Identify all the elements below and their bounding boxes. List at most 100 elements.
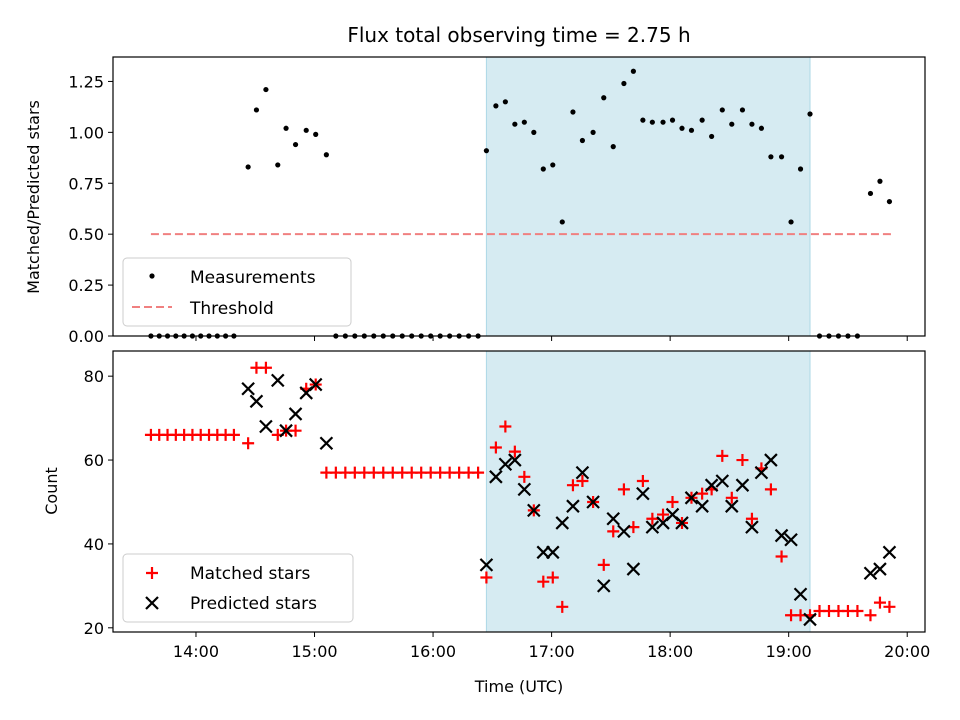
top-y-tick-label: 0.50 xyxy=(68,225,104,244)
legend-measurement-marker xyxy=(149,273,155,279)
measurement-point xyxy=(550,162,556,168)
measurement-point xyxy=(323,152,329,158)
x-tick-label: 18:00 xyxy=(647,642,693,661)
predicted-star-point xyxy=(645,520,660,534)
measurement-point xyxy=(640,117,646,123)
x-tick-label: 17:00 xyxy=(529,642,575,661)
matched-star-point xyxy=(289,424,302,437)
bottom-y-tick-label: 60 xyxy=(84,451,104,470)
measurement-point xyxy=(590,129,596,135)
predicted-star-point xyxy=(259,419,273,434)
measurement-point xyxy=(807,111,813,117)
predicted-star-point xyxy=(745,520,759,534)
predicted-star-point xyxy=(725,499,739,513)
predicted-star-point xyxy=(873,562,887,576)
legend-threshold-label: Threshold xyxy=(189,299,274,319)
x-tick-label: 20:00 xyxy=(884,642,930,661)
predicted-star-point xyxy=(319,436,334,451)
top-y-tick-label: 0.00 xyxy=(68,327,104,346)
predicted-star-point xyxy=(586,495,600,509)
measurement-point xyxy=(263,86,269,93)
measurement-point xyxy=(788,219,794,225)
predicted-star-point xyxy=(566,499,580,513)
top-y-axis-label: Matched/Predicted stars xyxy=(24,100,43,294)
measurement-point xyxy=(531,129,537,135)
measurement-point xyxy=(719,107,725,113)
measurement-point xyxy=(283,125,289,131)
chart-title: Flux total observing time = 2.75 h xyxy=(347,23,690,47)
x-tick-label: 15:00 xyxy=(291,642,337,661)
measurement-point xyxy=(621,80,627,87)
measurement-point xyxy=(253,107,260,113)
measurement-point xyxy=(867,190,874,197)
predicted-star-point xyxy=(626,562,641,576)
measurement-point xyxy=(579,137,586,144)
matched-star-point xyxy=(489,441,502,454)
predicted-star-point xyxy=(803,612,817,627)
matched-star-point xyxy=(636,475,649,488)
legend-matched-marker xyxy=(146,567,158,579)
measurement-point xyxy=(679,125,685,131)
bottom-span-region xyxy=(485,350,811,633)
matched-star-point xyxy=(851,605,864,618)
x-tick-label: 16:00 xyxy=(410,642,456,661)
measurement-point xyxy=(749,121,755,127)
measurement-point xyxy=(630,68,636,74)
x-tick-label: 14:00 xyxy=(173,642,219,661)
predicted-star-point xyxy=(606,511,621,526)
top-axes-frame xyxy=(112,56,926,337)
measurement-point xyxy=(610,144,616,150)
measurement-point xyxy=(512,121,518,127)
top-y-tick-label: 0.75 xyxy=(68,174,104,193)
predicted-star-point xyxy=(241,381,255,396)
measurement-point xyxy=(758,125,765,131)
matched-star-point xyxy=(597,558,610,571)
measurement-point xyxy=(313,131,319,137)
matched-star-point xyxy=(617,483,630,496)
top-y-tick-label: 1.00 xyxy=(68,123,104,142)
measurement-point xyxy=(669,117,676,123)
bottom-y-axis: 20 40 60 80 xyxy=(84,367,113,638)
predicted-star-point xyxy=(754,465,769,480)
predicted-star-point xyxy=(498,457,513,472)
measurement-point xyxy=(797,166,804,172)
top-legend: Measurements Threshold xyxy=(122,257,352,327)
matched-star-point xyxy=(736,454,749,467)
matched-star-point xyxy=(537,575,550,588)
predicted-star-point xyxy=(508,453,522,467)
matched-star-point xyxy=(472,466,485,479)
bottom-y-tick-label: 40 xyxy=(84,535,104,554)
top-x-ticks xyxy=(195,336,908,341)
measurement-point xyxy=(303,127,309,133)
measurement-point xyxy=(502,99,508,105)
measurement-point xyxy=(245,164,251,170)
measurement-point xyxy=(292,141,299,148)
matched-star-point xyxy=(607,525,620,538)
matched-star-point xyxy=(716,449,729,462)
measurement-point xyxy=(709,133,715,140)
top-span-region xyxy=(485,56,811,337)
predicted-star-point xyxy=(249,394,264,409)
measurement-point xyxy=(521,119,527,125)
top-y-axis: 0.00 0.25 0.50 0.75 1.00 1.25 xyxy=(68,72,113,346)
measurement-point xyxy=(886,198,893,205)
predicted-star-point xyxy=(308,377,323,392)
legend-matched-label: Matched stars xyxy=(190,564,310,584)
top-panel: 0.00 0.25 0.50 0.75 1.00 1.25 Matched/Predict… xyxy=(24,56,926,346)
measurement-point xyxy=(275,162,281,168)
predicted-star-point xyxy=(636,486,650,501)
predicted-star-point xyxy=(596,579,611,593)
legend-predicted-marker xyxy=(145,596,159,610)
measurement-point xyxy=(540,166,546,172)
matched-star-point xyxy=(646,512,659,525)
bottom-panel: 20 40 60 80 14:00 15:00 16:00 17:00 18:00 19:00 2… xyxy=(42,350,930,696)
matched-star-point xyxy=(666,495,679,508)
bottom-y-axis-label: Count xyxy=(42,467,61,515)
measurement-point xyxy=(729,121,735,127)
predicted-star-point xyxy=(279,423,293,438)
bottom-y-tick-label: 20 xyxy=(84,619,104,638)
measurement-point xyxy=(778,154,785,160)
matched-star-point xyxy=(480,571,493,584)
predicted-star-markers xyxy=(241,373,897,627)
predicted-star-point xyxy=(735,478,750,492)
